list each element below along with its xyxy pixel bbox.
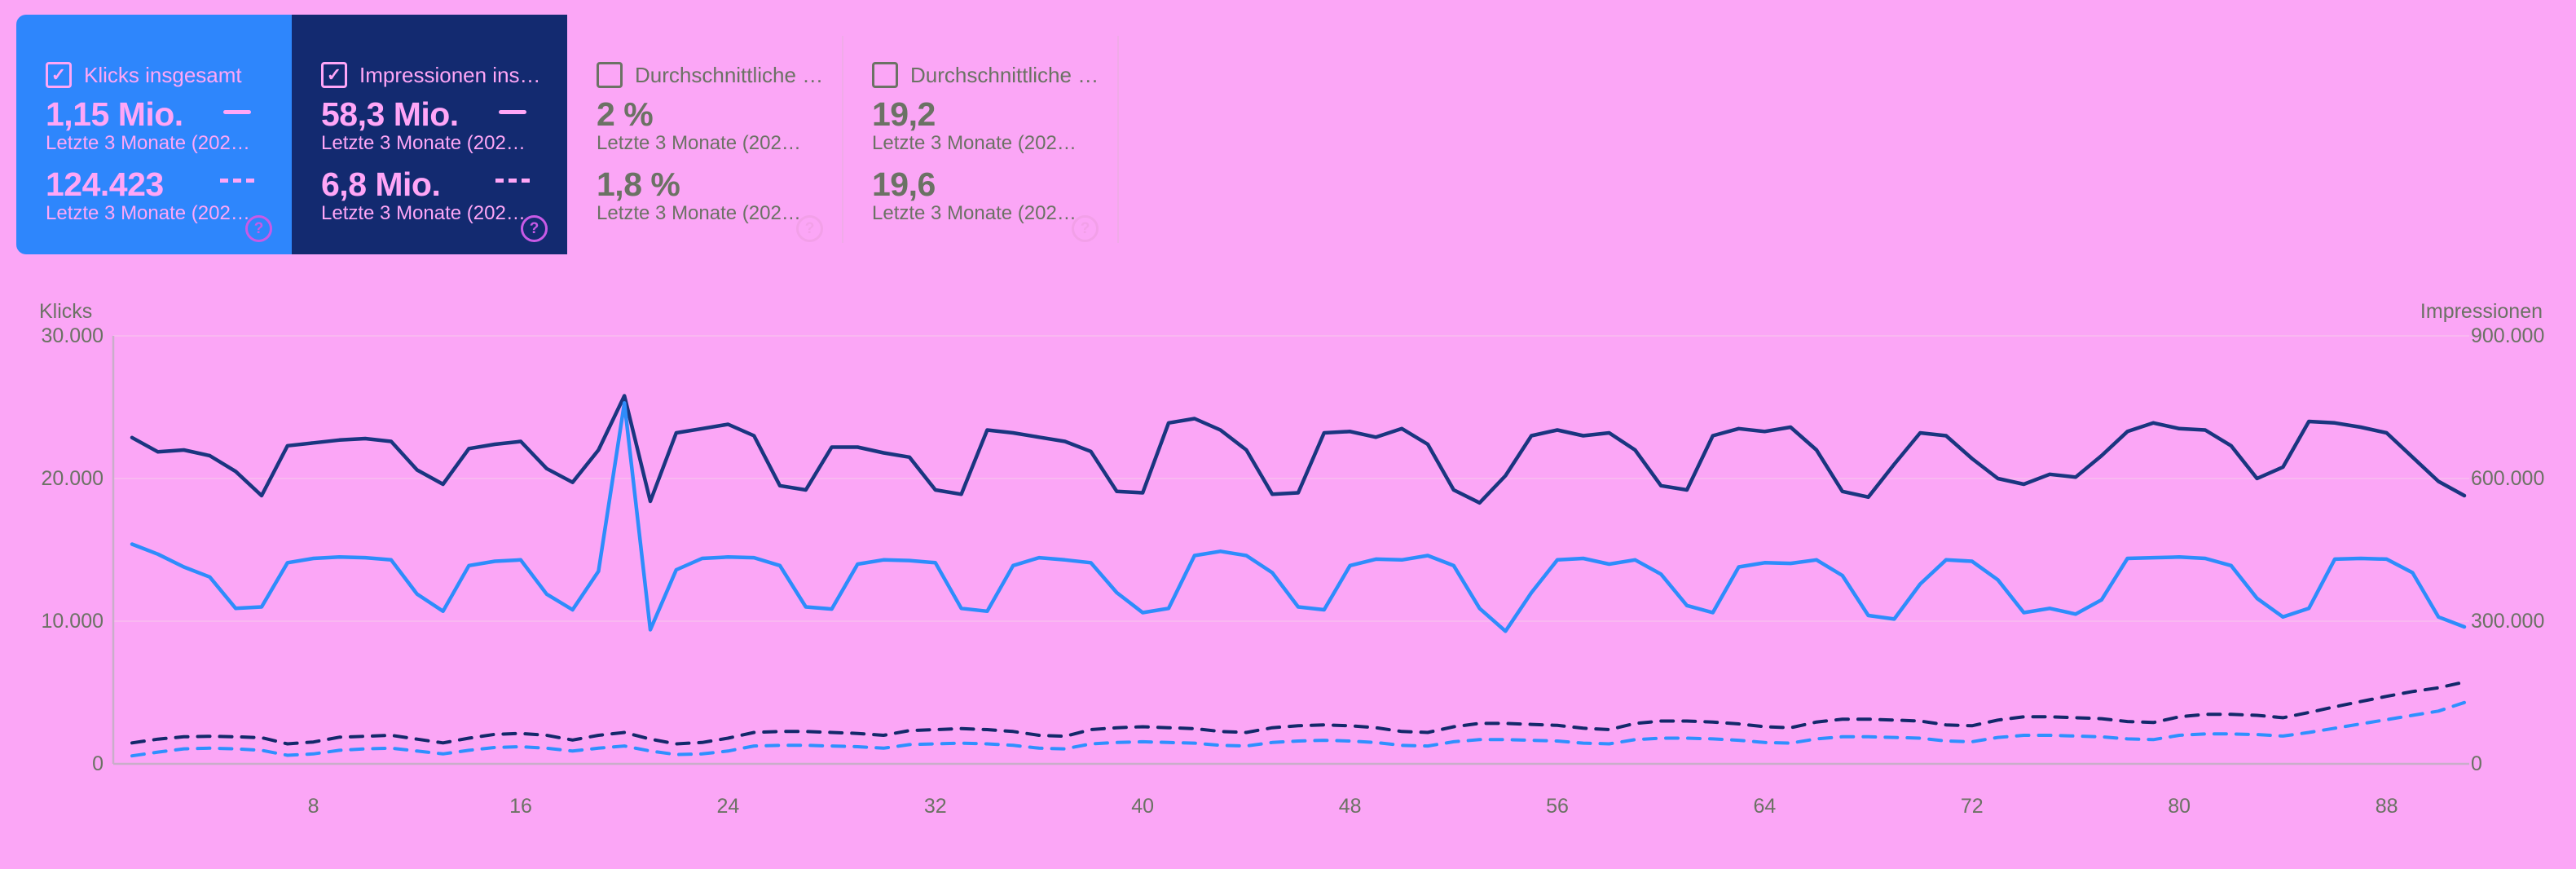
left-axis-title: Klicks	[39, 300, 92, 323]
x-tick-label: 64	[1753, 795, 1776, 818]
previous-period-line-indicator	[220, 179, 254, 183]
metric-cards: ✓ Klicks insgesamt 1,15 Mio. Letzte 3 Mo…	[16, 15, 1119, 254]
card-total-clicks-header: ✓ Klicks insgesamt	[46, 62, 275, 88]
series-impressionen-vorheriger-zeitraum	[130, 680, 2466, 746]
current-value: 2 %	[597, 95, 654, 133]
card-average-position-header: Durchschnittliche …	[872, 62, 1102, 88]
previous-period-label: Letzte 3 Monate (202…	[872, 203, 1077, 224]
y-tick-label: 300.000	[2471, 610, 2544, 633]
checkbox-unchecked-icon[interactable]	[597, 62, 623, 88]
y-tick-label: 0	[2471, 752, 2482, 775]
current-period-line-indicator	[223, 110, 251, 114]
question-glyph: ?	[1080, 219, 1090, 237]
current-period-line-indicator	[499, 110, 526, 114]
card-total-clicks[interactable]: ✓ Klicks insgesamt 1,15 Mio. Letzte 3 Mo…	[16, 15, 292, 254]
checkbox-checked-icon[interactable]: ✓	[321, 62, 347, 88]
card-label: Impressionen ins…	[359, 62, 541, 87]
check-glyph: ✓	[326, 64, 342, 85]
y-tick-label: 900.000	[2471, 324, 2544, 347]
check-glyph: ✓	[51, 64, 67, 85]
current-period-label: Letzte 3 Monate (202…	[872, 133, 1077, 154]
current-period-label: Letzte 3 Monate (202…	[46, 133, 250, 154]
card-label: Durchschnittliche …	[635, 62, 824, 87]
y-axis-right-ticks: 0 300.000 600.000 900.000	[2471, 324, 2544, 775]
x-tick-label: 32	[924, 795, 947, 818]
help-icon[interactable]: ?	[1072, 215, 1099, 242]
y-tick-label: 20.000	[42, 467, 103, 490]
y-tick-label: 600.000	[2471, 467, 2544, 490]
previous-value: 124.423	[46, 165, 164, 203]
question-glyph: ?	[804, 219, 815, 237]
previous-value: 1,8 %	[597, 165, 680, 203]
x-tick-label: 40	[1131, 795, 1154, 818]
series-impressionen-aktueller-zeitraum	[130, 394, 2467, 505]
help-icon[interactable]: ?	[796, 215, 823, 242]
question-glyph: ?	[529, 219, 539, 237]
checkbox-unchecked-icon[interactable]	[872, 62, 898, 88]
current-period-label: Letzte 3 Monate (202…	[321, 133, 526, 154]
series-klicks-aktueller-zeitraum	[130, 401, 2467, 633]
current-value: 19,2	[872, 95, 936, 133]
x-tick-label: 48	[1339, 795, 1362, 818]
x-tick-label: 16	[509, 795, 532, 818]
previous-value: 19,6	[872, 165, 936, 203]
checkbox-checked-icon[interactable]: ✓	[46, 62, 72, 88]
previous-period-label: Letzte 3 Monate (202…	[46, 203, 250, 224]
card-average-ctr[interactable]: Durchschnittliche … 2 % Letzte 3 Monate …	[567, 15, 843, 254]
card-total-impressions-header: ✓ Impressionen ins…	[321, 62, 551, 88]
y-tick-label: 30.000	[42, 324, 103, 347]
card-average-ctr-header: Durchschnittliche …	[597, 62, 826, 88]
question-glyph: ?	[253, 219, 264, 237]
x-tick-label: 8	[308, 795, 319, 818]
previous-period-line-indicator	[495, 179, 530, 183]
axis-lines	[112, 336, 2469, 765]
x-tick-label: 24	[716, 795, 739, 818]
x-tick-label: 88	[2376, 795, 2398, 818]
help-icon[interactable]: ?	[245, 215, 272, 242]
current-value: 58,3 Mio.	[321, 95, 459, 133]
x-axis-ticks: 8 16 24 32 40 48 56 64 72 80 88	[308, 795, 2398, 818]
current-period-label: Letzte 3 Monate (202…	[597, 133, 801, 154]
x-tick-label: 56	[1546, 795, 1569, 818]
x-tick-label: 72	[1961, 795, 1984, 818]
previous-period-label: Letzte 3 Monate (202…	[597, 203, 801, 224]
right-axis-title: Impressionen	[2420, 300, 2543, 323]
previous-value: 6,8 Mio.	[321, 165, 441, 203]
card-label: Durchschnittliche …	[910, 62, 1099, 87]
previous-period-label: Letzte 3 Monate (202…	[321, 203, 526, 224]
series-klicks-vorheriger-zeitraum	[130, 700, 2466, 758]
x-tick-label: 80	[2168, 795, 2191, 818]
card-label: Klicks insgesamt	[84, 62, 242, 87]
y-tick-label: 10.000	[42, 610, 103, 633]
card-total-impressions[interactable]: ✓ Impressionen ins… 58,3 Mio. Letzte 3 M…	[292, 15, 567, 254]
y-tick-label: 0	[92, 752, 103, 775]
help-icon[interactable]: ?	[521, 215, 548, 242]
y-axis-left-ticks: 0 10.000 20.000 30.000	[42, 324, 103, 775]
card-average-position[interactable]: Durchschnittliche … 19,2 Letzte 3 Monate…	[843, 15, 1119, 254]
current-value: 1,15 Mio.	[46, 95, 183, 133]
